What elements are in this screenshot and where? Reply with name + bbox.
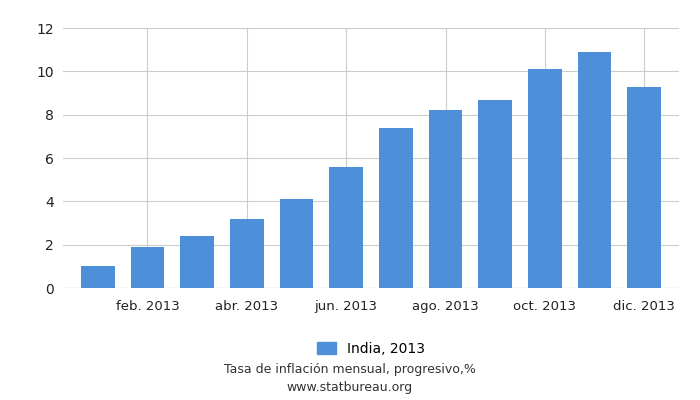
Bar (428, 110, 463, 288)
Legend: India, 2013: India, 2013 (316, 342, 426, 356)
Bar (478, 100, 512, 288)
Bar (627, 86, 661, 288)
Bar (230, 219, 264, 288)
Bar (279, 199, 314, 288)
Text: Tasa de inflación mensual, progresivo,%: Tasa de inflación mensual, progresivo,% (224, 364, 476, 376)
Bar (131, 247, 164, 288)
Bar (329, 167, 363, 288)
Bar (379, 128, 413, 288)
Text: www.statbureau.org: www.statbureau.org (287, 382, 413, 394)
Bar (81, 266, 115, 288)
Bar (180, 236, 214, 288)
Bar (528, 69, 562, 288)
Bar (578, 52, 611, 288)
